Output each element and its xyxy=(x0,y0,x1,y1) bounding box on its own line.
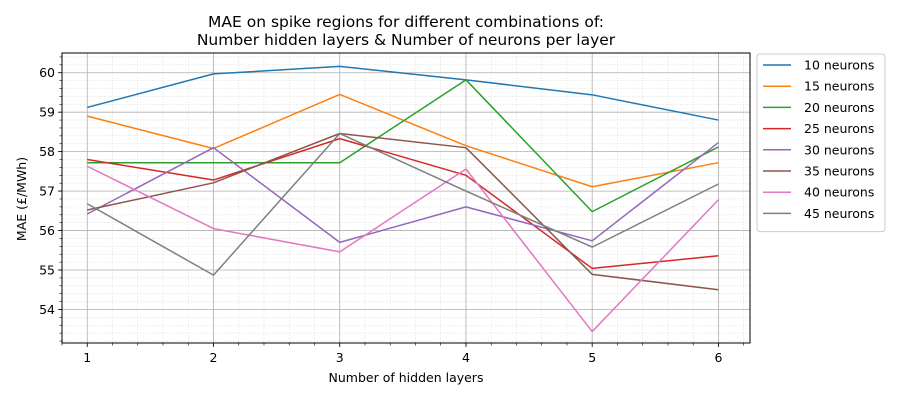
legend-frame xyxy=(756,53,886,233)
y-axis-label: MAE (£/MWh) xyxy=(14,157,29,241)
x-tick-label: 6 xyxy=(714,350,722,365)
y-tick-label: 54 xyxy=(39,302,55,317)
series-line xyxy=(87,65,719,121)
series-line xyxy=(87,132,719,291)
chart-title: MAE on spike regions for different combi… xyxy=(208,13,604,31)
chart-subtitle: Number hidden layers & Number of neurons… xyxy=(197,31,616,49)
legend-label: 35 neurons xyxy=(804,164,874,179)
y-tick-label: 57 xyxy=(39,184,55,199)
series-line xyxy=(87,79,719,213)
series-lines xyxy=(86,65,719,333)
y-tick-label: 55 xyxy=(39,263,55,278)
series-line xyxy=(87,93,719,188)
x-tick-label: 5 xyxy=(588,350,596,365)
y-tick-label: 58 xyxy=(39,144,55,159)
x-tick-label: 2 xyxy=(210,350,218,365)
legend-label: 10 neurons xyxy=(804,58,874,73)
x-tick-label: 1 xyxy=(83,350,91,365)
y-tick-label: 59 xyxy=(39,105,55,120)
legend-label: 40 neurons xyxy=(804,185,874,200)
legend-label: 45 neurons xyxy=(804,206,874,221)
legend-label: 20 neurons xyxy=(804,100,874,115)
series-line xyxy=(86,132,719,276)
x-tick-label: 3 xyxy=(336,350,344,365)
legend: 10 neurons 15 neurons 20 neurons 25 neurons… xyxy=(756,53,886,233)
y-tick-label: 60 xyxy=(39,65,55,80)
legend-label: 15 neurons xyxy=(804,79,874,94)
y-tick-label: 56 xyxy=(39,223,55,238)
series-line xyxy=(86,165,719,333)
series-line xyxy=(87,137,719,270)
x-tick-label: 4 xyxy=(462,350,470,365)
series-line xyxy=(86,141,719,244)
legend-label: 30 neurons xyxy=(804,142,874,157)
plot-frame xyxy=(61,52,751,344)
x-axis-label: Number of hidden layers xyxy=(329,370,484,385)
legend-label: 25 neurons xyxy=(804,121,874,136)
